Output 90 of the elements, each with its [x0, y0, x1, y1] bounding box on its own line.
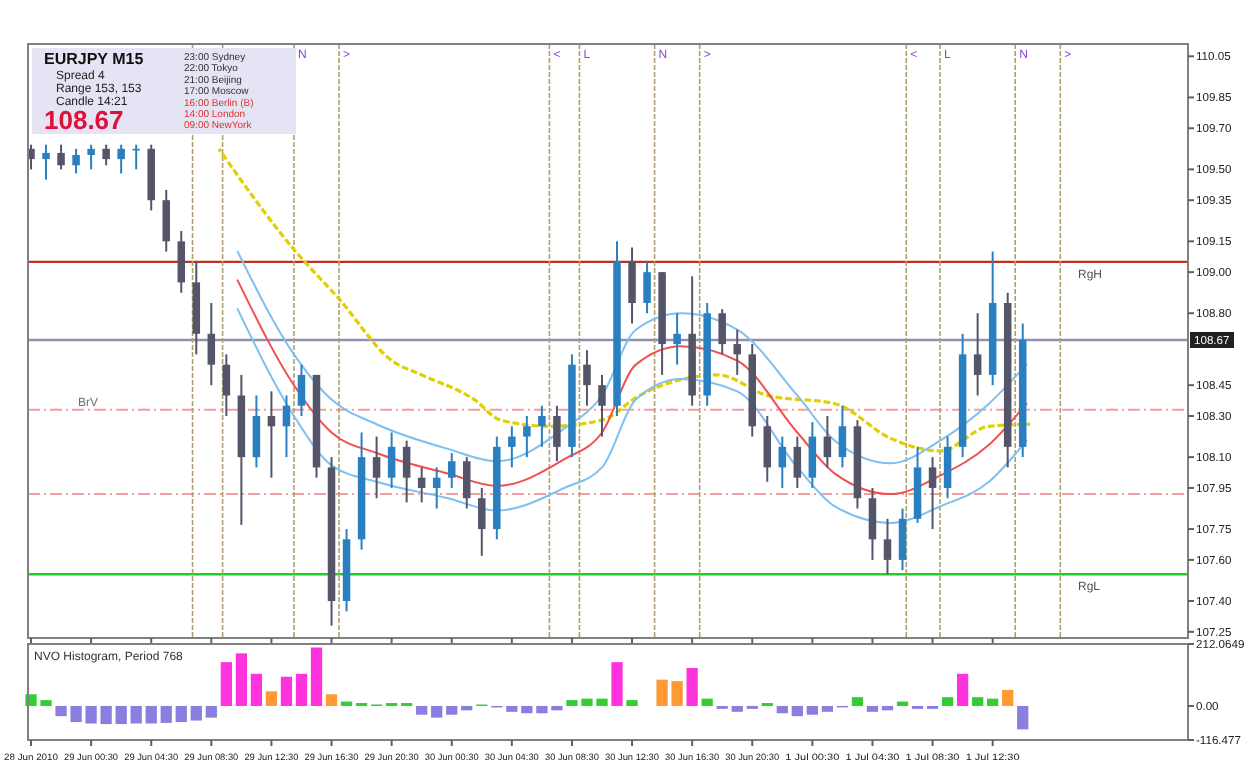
- candlestick: [282, 394, 291, 459]
- bar: [1002, 689, 1014, 706]
- bar: [265, 691, 278, 706]
- bar: [280, 676, 293, 706]
- bar: [791, 705, 803, 717]
- candlestick: [643, 260, 651, 315]
- candlestick: [252, 394, 261, 469]
- candlestick: [838, 404, 847, 469]
- candlestick: [868, 486, 877, 561]
- bar: [190, 705, 202, 721]
- bar: [941, 697, 954, 706]
- annotation: 108.67: [44, 105, 124, 135]
- candlestick: [463, 456, 471, 510]
- candlestick: [733, 328, 741, 376]
- bar: [310, 647, 323, 706]
- bar: [235, 653, 247, 706]
- candlestick: [928, 456, 937, 531]
- candlestick: [387, 431, 396, 489]
- candlestick: [553, 404, 561, 463]
- candlestick: [823, 415, 832, 469]
- candlestick: [763, 415, 772, 483]
- candlestick: [267, 390, 276, 479]
- bar: [295, 673, 308, 706]
- candlestick: [372, 435, 381, 500]
- candlestick: [973, 312, 982, 397]
- line-series: [236, 279, 1028, 496]
- candlestick: [417, 466, 426, 504]
- candlestick: [42, 143, 50, 181]
- bar: [851, 697, 864, 706]
- candlestick: [943, 435, 952, 500]
- bar: [431, 705, 443, 718]
- candlestick: [508, 425, 516, 469]
- candlestick: [447, 452, 456, 489]
- bar: [250, 673, 263, 706]
- line-series: [236, 250, 1028, 465]
- bar: [100, 705, 112, 725]
- candlestick: [177, 230, 186, 294]
- candlestick: [538, 404, 546, 448]
- bar: [611, 662, 623, 706]
- bar: [821, 705, 834, 712]
- candlestick: [222, 353, 231, 418]
- candlestick: [162, 188, 170, 253]
- bar: [987, 698, 999, 706]
- candlestick: [297, 363, 306, 418]
- bar: [160, 705, 172, 723]
- bar: [145, 705, 157, 724]
- candlestick: [778, 435, 787, 489]
- bar: [701, 698, 713, 706]
- bar: [416, 705, 428, 715]
- candlestick: [718, 308, 726, 356]
- bar: [686, 667, 698, 706]
- candlestick: [478, 486, 486, 557]
- bar: [205, 705, 217, 718]
- bar: [1017, 705, 1029, 730]
- candlestick: [883, 517, 892, 576]
- candlestick: [598, 373, 606, 438]
- bar: [325, 694, 338, 706]
- bar: [506, 705, 518, 712]
- candlestick: [207, 301, 216, 387]
- candlestick: [673, 312, 681, 366]
- bar: [806, 705, 818, 715]
- line-series: [236, 308, 1028, 524]
- candlestick: [57, 143, 65, 171]
- bar: [866, 705, 879, 712]
- candlestick: [898, 507, 907, 572]
- bar: [115, 705, 127, 725]
- bar: [461, 705, 473, 711]
- candlestick: [628, 246, 636, 325]
- candlestick: [72, 147, 80, 175]
- bar: [521, 705, 533, 714]
- bar: [956, 673, 969, 706]
- bar: [220, 662, 232, 706]
- candlestick: [523, 415, 531, 459]
- candlestick: [102, 143, 110, 167]
- candlestick: [793, 435, 802, 489]
- chart-title: EURJPY M15: [44, 50, 145, 68]
- candlestick: [808, 421, 817, 489]
- bar: [972, 697, 984, 706]
- bar: [626, 700, 638, 706]
- bar: [776, 705, 788, 714]
- bar: [881, 705, 894, 711]
- bar: [446, 705, 458, 715]
- bar: [175, 705, 187, 723]
- candlestick: [432, 466, 441, 510]
- bar: [130, 705, 142, 724]
- candlestick: [117, 143, 125, 175]
- candlestick: [402, 439, 411, 504]
- candlestick: [87, 143, 95, 171]
- bar: [731, 705, 743, 712]
- candlestick: [583, 349, 591, 407]
